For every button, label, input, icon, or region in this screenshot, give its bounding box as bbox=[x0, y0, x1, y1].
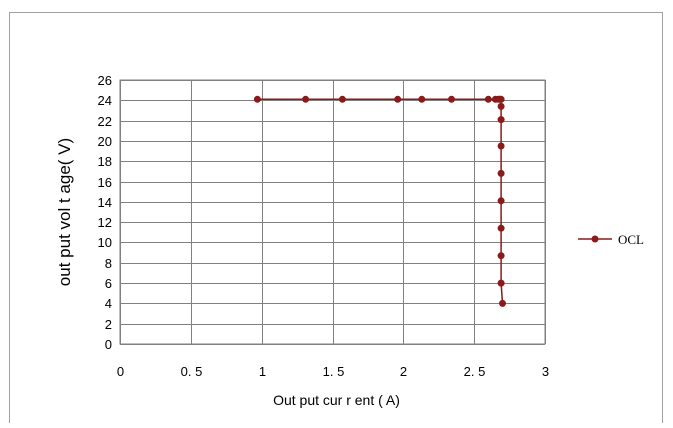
x-tick-label: 1. 5 bbox=[323, 364, 345, 379]
legend-marker-ocl bbox=[591, 235, 599, 243]
x-axis-title: Out put cur r ent ( A) bbox=[273, 392, 400, 408]
y-tick-label: 0 bbox=[105, 337, 112, 352]
data-point-ocl bbox=[497, 95, 505, 103]
y-tick-label: 24 bbox=[98, 93, 112, 108]
legend: OCL bbox=[578, 232, 644, 247]
y-tick-label: 4 bbox=[105, 296, 112, 311]
data-point-ocl bbox=[418, 95, 426, 103]
y-tick-label: 6 bbox=[105, 276, 112, 291]
x-tick-label: 2 bbox=[400, 364, 407, 379]
data-point-ocl bbox=[497, 252, 505, 260]
y-tick-label: 20 bbox=[98, 134, 112, 149]
y-axis-title: out put vol t age( V) bbox=[55, 138, 74, 286]
series-layer bbox=[253, 95, 506, 307]
x-tick-label: 3 bbox=[542, 364, 549, 379]
data-point-ocl bbox=[338, 95, 346, 103]
y-tick-label: 22 bbox=[98, 114, 112, 129]
y-tick-label: 10 bbox=[98, 235, 112, 250]
x-tick-label: 1 bbox=[259, 364, 266, 379]
y-tick-label: 26 bbox=[98, 73, 112, 88]
x-tick-labels: 0 0. 5 1 1. 5 2 2. 5 3 bbox=[117, 364, 549, 379]
data-point-ocl bbox=[497, 279, 505, 287]
data-point-ocl bbox=[499, 299, 506, 307]
y-tick-label: 12 bbox=[98, 215, 112, 230]
data-point-ocl bbox=[497, 116, 505, 124]
data-point-ocl bbox=[484, 95, 492, 103]
y-tick-label: 18 bbox=[98, 154, 112, 169]
data-point-ocl bbox=[394, 95, 402, 103]
data-point-ocl bbox=[253, 95, 261, 103]
data-point-ocl bbox=[497, 102, 505, 110]
data-point-ocl bbox=[497, 197, 505, 205]
data-point-ocl bbox=[497, 224, 505, 232]
chart-border bbox=[9, 12, 663, 428]
data-point-ocl bbox=[448, 95, 455, 103]
data-point-ocl bbox=[302, 95, 310, 103]
y-tick-label: 8 bbox=[105, 256, 112, 271]
data-point-ocl bbox=[497, 169, 505, 177]
legend-label-ocl: OCL bbox=[618, 232, 644, 247]
y-tick-label: 2 bbox=[105, 317, 112, 332]
y-tick-label: 16 bbox=[98, 175, 112, 190]
x-tick-label: 0 bbox=[117, 364, 124, 379]
data-point-ocl bbox=[497, 142, 505, 150]
y-tick-label: 14 bbox=[98, 195, 112, 210]
plot-area bbox=[119, 79, 546, 345]
x-tick-label: 0. 5 bbox=[181, 364, 203, 379]
x-tick-label: 2. 5 bbox=[464, 364, 486, 379]
